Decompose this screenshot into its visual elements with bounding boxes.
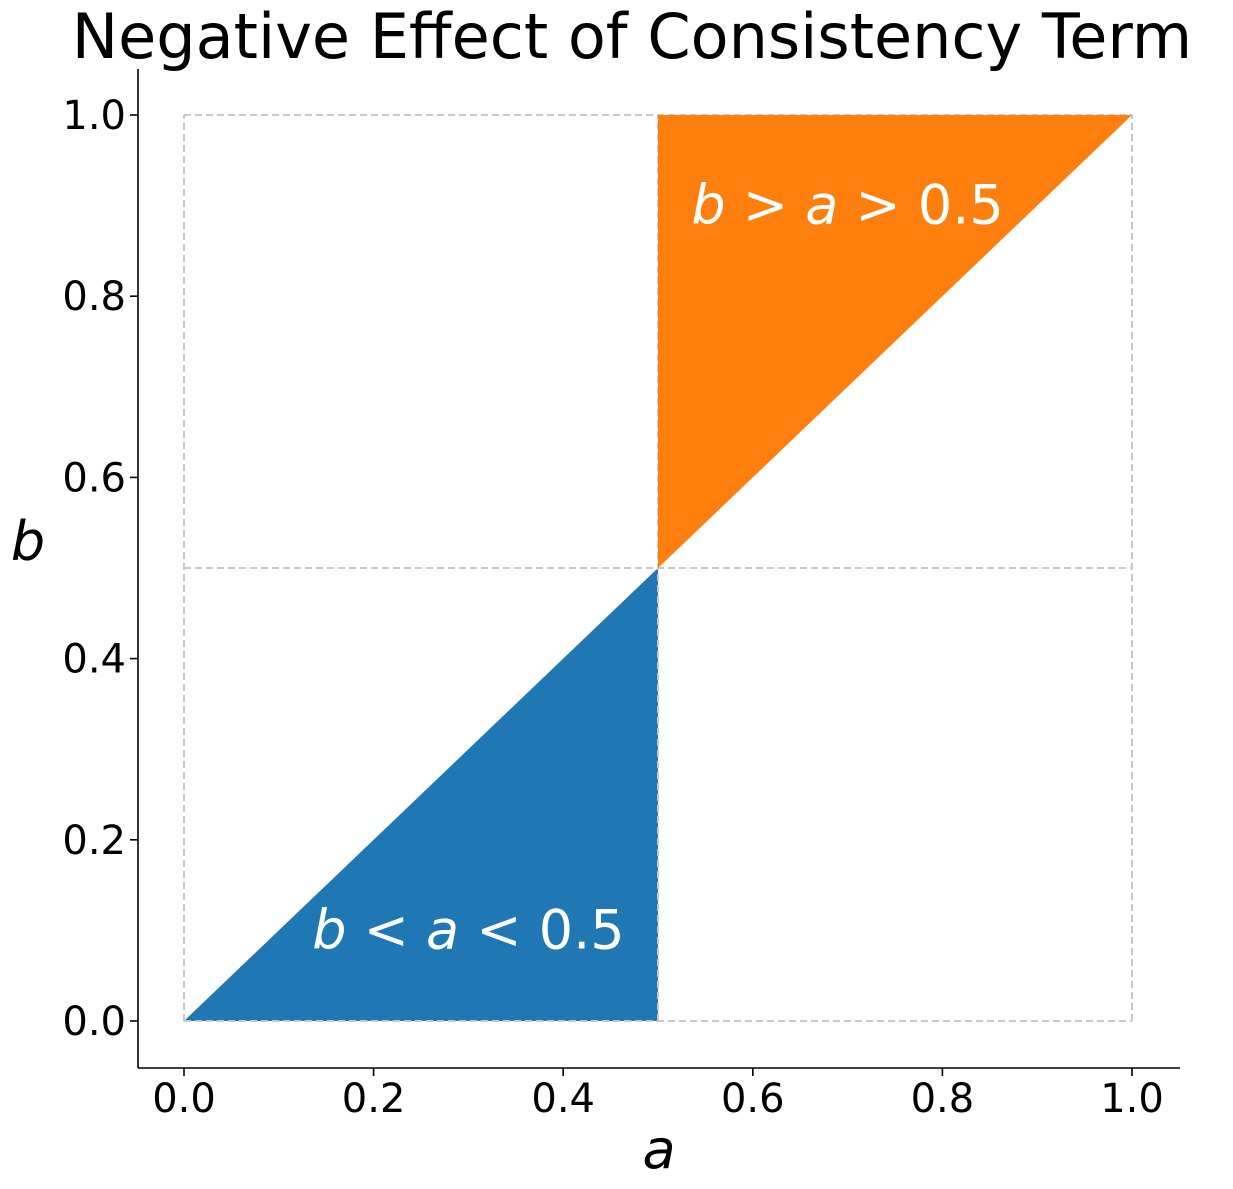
y-ticks: 0.0 0.2 0.4 0.6 0.8 1.0 — [62, 93, 138, 1045]
y-tick-label: 0.2 — [62, 818, 126, 864]
region-label-1: b < a < 0.5 — [312, 898, 624, 961]
chart-title: Negative Effect of Consistency Term — [72, 0, 1192, 73]
region-label-part: > — [726, 174, 806, 237]
region-label-part: < — [346, 898, 426, 961]
y-tick-label: 0.6 — [62, 455, 126, 501]
y-tick-label: 0.0 — [62, 999, 126, 1045]
y-tick-label: 0.4 — [62, 637, 126, 683]
filled-region-2 — [658, 115, 1132, 568]
region-label-2: b > a > 0.5 — [691, 174, 1003, 237]
region-boundary-lines — [184, 568, 659, 1022]
y-axis-label: b — [11, 510, 45, 573]
region-label-part: a — [805, 174, 838, 237]
x-tick-label: 0.6 — [721, 1076, 785, 1122]
region-labels: b < a < 0.5b > a > 0.5 — [312, 174, 1004, 962]
filled-regions — [184, 115, 1132, 1021]
region-label-part: < 0.5 — [459, 898, 624, 961]
x-axis-label: a — [642, 1118, 675, 1181]
filled-region-1 — [184, 568, 658, 1021]
region-label-part: b — [691, 174, 725, 237]
x-tick-label: 0.4 — [531, 1076, 595, 1122]
x-ticks: 0.0 0.2 0.4 0.6 0.8 1.0 — [152, 1068, 1164, 1122]
region-label-part: a — [426, 898, 459, 961]
y-tick-label: 0.8 — [62, 274, 126, 320]
x-tick-label: 0.2 — [342, 1076, 406, 1122]
x-tick-label: 0.8 — [911, 1076, 975, 1122]
region-label-part: b — [312, 898, 346, 961]
x-tick-label: 1.0 — [1100, 1076, 1164, 1122]
y-tick-label: 1.0 — [62, 93, 126, 139]
axes — [137, 69, 1180, 1069]
region-label-part: > 0.5 — [838, 174, 1003, 237]
x-tick-label: 0.0 — [152, 1076, 216, 1122]
